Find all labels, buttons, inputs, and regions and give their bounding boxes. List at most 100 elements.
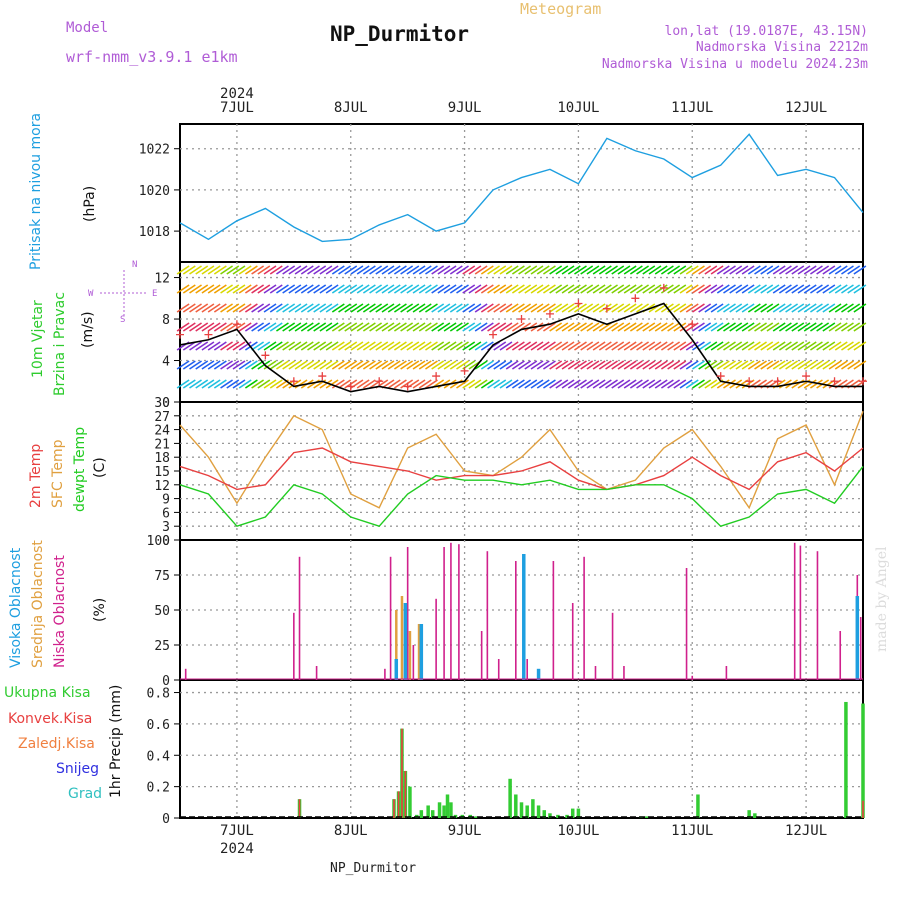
wind-arrow (418, 379, 432, 389)
wind-arrow (474, 265, 488, 275)
wind-arrow (325, 360, 339, 370)
x-tick-label-bottom: 10JUL (557, 823, 599, 839)
wind-arrow (213, 303, 227, 313)
wind-arrow (207, 360, 221, 370)
wind-arrow (344, 284, 358, 294)
wind-arrow (549, 284, 563, 294)
wind-arrow (660, 322, 674, 332)
y-tick-label: 25 (154, 639, 170, 654)
model-name: wrf-nmm_v3.9.1 e1km (66, 48, 238, 66)
wind-arrow (809, 379, 823, 389)
wind-arrow (636, 322, 650, 332)
x-tick-label-bottom: 11JUL (671, 823, 713, 839)
wind-arrow (660, 360, 674, 370)
wind-arrow (834, 303, 848, 313)
wind-arrow (487, 284, 501, 294)
wind-arrow (766, 265, 780, 275)
wind-arrow (710, 303, 724, 313)
wind-arrow (561, 322, 575, 332)
wind-arrow (524, 303, 538, 313)
wind-arrow (387, 322, 401, 332)
wind-arrow (580, 322, 594, 332)
gust-marker (659, 283, 668, 292)
wind-arrow (195, 303, 209, 313)
wind-arrow (536, 341, 550, 351)
wind-arrow (431, 341, 445, 351)
cloud-bar (480, 631, 483, 680)
wind-arrow (524, 341, 538, 351)
wind-arrow (238, 303, 252, 313)
wind-arrow (741, 303, 755, 313)
wind-arrow (226, 303, 240, 313)
wind-arrow (797, 303, 811, 313)
wind-arrow (282, 265, 296, 275)
wind-arrow (536, 379, 550, 389)
wind-arrow (505, 360, 519, 370)
y-tick-label: 1020 (139, 184, 170, 199)
wind-arrow (356, 341, 370, 351)
cloud-bar (315, 666, 318, 680)
wind-arrow (592, 379, 606, 389)
wind-arrow (754, 360, 767, 370)
wind-arrow (841, 265, 854, 275)
y-tick-label: 75 (154, 569, 170, 584)
cloud-bar (515, 561, 517, 680)
x-tick-label-top: 11JUL (671, 100, 713, 116)
wind-arrow (754, 322, 767, 332)
wind-arrow (698, 341, 712, 351)
wind-arrow (226, 284, 240, 294)
wind-arrow (518, 379, 532, 389)
wind-arrow (518, 284, 532, 294)
wind-arrow (809, 265, 823, 275)
wind-arrow (791, 284, 805, 294)
wind-arrow (263, 360, 277, 370)
y-tick-label: 12 (154, 479, 170, 494)
wind-arrow (387, 303, 401, 313)
wind-arrow (449, 360, 463, 370)
wind-arrow (406, 265, 420, 275)
precip-bar (644, 816, 649, 818)
wind-arrow (207, 379, 221, 389)
wind-arrow (729, 284, 743, 294)
wind-arrow (176, 379, 190, 389)
wind-arrow (729, 303, 743, 313)
wind-arrow (555, 265, 569, 275)
wind-arrow (555, 303, 569, 313)
gust-marker (631, 294, 640, 303)
wind-arrow (313, 322, 327, 332)
precip-bar (437, 802, 442, 818)
wind-arrow (754, 341, 767, 351)
wind-arrow (375, 341, 389, 351)
wind-arrow (487, 265, 501, 275)
wind-arrow (331, 360, 345, 370)
gust-marker (745, 377, 754, 386)
wind-arrow (257, 284, 271, 294)
precip-bar (519, 802, 524, 818)
wind-arrow (704, 379, 718, 389)
wind-arrow (300, 284, 314, 294)
wind-arrow (406, 360, 420, 370)
wind-arrow (189, 322, 202, 332)
precip-bar (542, 810, 547, 818)
wind-arrow (542, 284, 556, 294)
wind-arrow (617, 379, 631, 389)
wind-arrow (381, 322, 395, 332)
wind-arrow (356, 322, 370, 332)
wind-arrow (400, 360, 414, 370)
wind-arrow (580, 284, 594, 294)
wind-arrow (443, 360, 457, 370)
wind-arrow (803, 341, 817, 351)
wind-arrow (747, 360, 761, 370)
wind-arrow (735, 265, 749, 275)
gust-marker (802, 372, 811, 381)
x-tick-label-bottom: 7JUL (220, 823, 254, 839)
wind-arrow (276, 284, 289, 294)
wind-arrow (313, 341, 327, 351)
wind-arrow (592, 265, 606, 275)
wind-arrow (425, 379, 438, 389)
wind-arrow (716, 322, 730, 332)
wind-arrow (766, 303, 780, 313)
y-tick-label: 30 (154, 396, 170, 411)
wind-arrow (406, 284, 420, 294)
x-tick-label-top: 10JUL (557, 100, 599, 116)
